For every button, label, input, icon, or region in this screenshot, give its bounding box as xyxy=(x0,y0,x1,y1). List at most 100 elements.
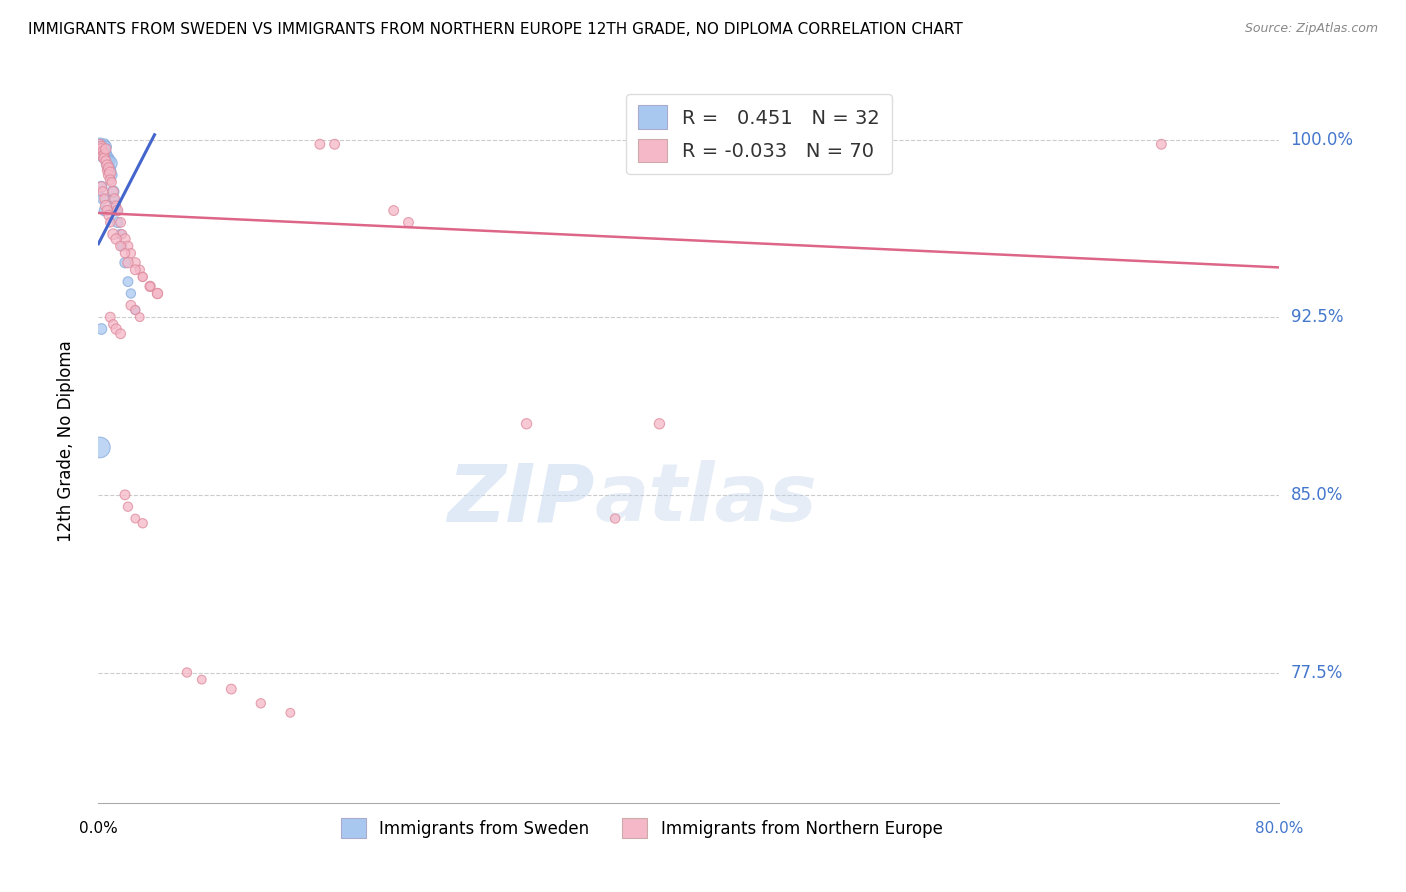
Point xyxy=(105,322,128,336)
Point xyxy=(250,696,273,710)
Point xyxy=(91,192,114,206)
Point xyxy=(146,286,169,301)
Point xyxy=(97,168,120,182)
Point xyxy=(132,516,155,531)
Point xyxy=(94,142,117,156)
Point xyxy=(103,185,125,199)
Point xyxy=(117,255,139,269)
Point xyxy=(107,215,129,229)
Point xyxy=(91,145,114,159)
Point xyxy=(114,488,136,502)
Point xyxy=(120,298,142,312)
Point xyxy=(280,706,302,720)
Point xyxy=(111,239,134,253)
Text: 77.5%: 77.5% xyxy=(1291,664,1343,681)
Point xyxy=(105,232,128,246)
Point xyxy=(96,203,118,218)
Point xyxy=(176,665,198,680)
Point xyxy=(90,145,112,159)
Text: ZIP: ZIP xyxy=(447,460,595,539)
Point xyxy=(146,286,169,301)
Point xyxy=(114,232,136,246)
Point xyxy=(110,215,132,229)
Point xyxy=(98,173,121,187)
Point xyxy=(1150,137,1173,152)
Point xyxy=(103,318,125,332)
Point xyxy=(114,246,136,260)
Point xyxy=(382,203,405,218)
Point xyxy=(90,142,112,156)
Point xyxy=(132,269,155,284)
Point xyxy=(139,279,162,293)
Point xyxy=(90,180,112,194)
Point xyxy=(110,326,132,341)
Point xyxy=(105,199,128,213)
Point xyxy=(96,152,118,166)
Legend: Immigrants from Sweden, Immigrants from Northern Europe: Immigrants from Sweden, Immigrants from … xyxy=(335,812,949,845)
Text: atlas: atlas xyxy=(595,460,817,539)
Point xyxy=(91,185,114,199)
Point xyxy=(97,161,120,175)
Point xyxy=(90,139,112,153)
Point xyxy=(124,255,146,269)
Y-axis label: 12th Grade, No Diploma: 12th Grade, No Diploma xyxy=(56,341,75,542)
Point xyxy=(93,152,115,166)
Point xyxy=(96,159,118,173)
Point xyxy=(93,142,115,156)
Point xyxy=(97,153,120,168)
Point xyxy=(124,303,146,318)
Point xyxy=(93,146,115,161)
Point xyxy=(114,255,136,269)
Point xyxy=(98,163,121,178)
Point xyxy=(124,511,146,525)
Point xyxy=(93,203,115,218)
Text: 85.0%: 85.0% xyxy=(1291,486,1343,504)
Point xyxy=(221,682,243,697)
Point xyxy=(132,269,155,284)
Point xyxy=(98,310,121,325)
Point xyxy=(107,203,129,218)
Text: Source: ZipAtlas.com: Source: ZipAtlas.com xyxy=(1244,22,1378,36)
Point xyxy=(111,227,134,242)
Point xyxy=(90,180,112,194)
Point xyxy=(117,275,139,289)
Point xyxy=(98,156,121,170)
Point xyxy=(91,149,114,163)
Text: 80.0%: 80.0% xyxy=(1256,822,1303,837)
Point xyxy=(128,262,150,277)
Text: 100.0%: 100.0% xyxy=(1291,130,1354,148)
Point xyxy=(398,215,420,229)
Point xyxy=(96,156,118,170)
Point xyxy=(117,239,139,253)
Point xyxy=(191,673,214,687)
Point xyxy=(309,137,332,152)
Point xyxy=(105,203,128,218)
Point xyxy=(120,286,142,301)
Point xyxy=(120,246,142,260)
Point xyxy=(139,279,162,293)
Point xyxy=(94,146,117,161)
Point xyxy=(97,208,120,222)
Point xyxy=(89,137,111,152)
Point xyxy=(90,139,112,153)
Point xyxy=(94,139,117,153)
Point xyxy=(100,168,122,182)
Point xyxy=(124,303,146,318)
Point xyxy=(89,441,111,455)
Text: 92.5%: 92.5% xyxy=(1291,308,1343,326)
Point xyxy=(516,417,538,431)
Point xyxy=(103,192,125,206)
Point xyxy=(89,137,111,152)
Point xyxy=(100,175,122,189)
Point xyxy=(94,199,117,213)
Point xyxy=(648,417,671,431)
Point xyxy=(128,310,150,325)
Point xyxy=(323,137,346,152)
Point xyxy=(104,199,127,213)
Point xyxy=(91,149,114,163)
Point xyxy=(91,142,114,156)
Point xyxy=(90,322,112,336)
Text: 0.0%: 0.0% xyxy=(79,822,118,837)
Point xyxy=(98,166,121,180)
Point xyxy=(94,153,117,168)
